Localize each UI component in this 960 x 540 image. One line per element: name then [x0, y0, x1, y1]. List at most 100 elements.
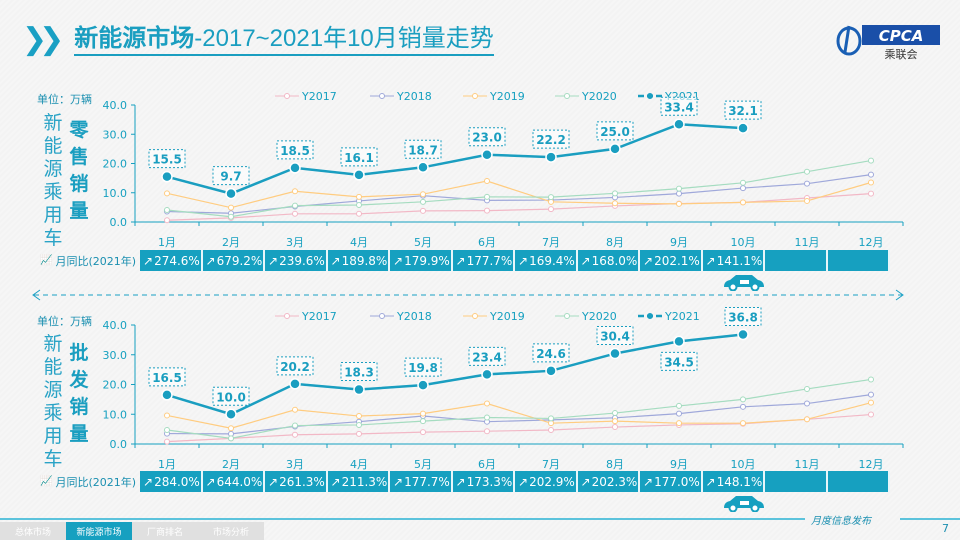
data-point-Y2017	[484, 428, 490, 435]
data-point-Y2018	[804, 400, 810, 407]
data-point-Y2021	[417, 161, 429, 174]
footer-tabs: 总体市场 新能源市场 厂商排名 市场分析	[0, 522, 264, 540]
growth-cell: ↗ 168.0%	[577, 250, 640, 271]
x-tick-label: 6月	[478, 236, 496, 249]
data-point-Y2020	[548, 415, 554, 422]
data-point-Y2017	[292, 431, 298, 438]
data-point-Y2019	[228, 204, 234, 211]
growth-value: 202.3%	[591, 474, 638, 489]
series-line-Y2018	[166, 394, 872, 435]
data-label: 18.5	[280, 144, 310, 158]
data-label-box	[404, 357, 442, 377]
metric-label: 批发销量	[67, 340, 91, 448]
series-line-Y2021	[166, 123, 744, 195]
data-point-Y2020	[740, 396, 746, 403]
y-tick-label: 30.0	[103, 128, 128, 141]
metric-label: 零售销量	[67, 117, 91, 225]
x-tick-label: 8月	[606, 236, 624, 249]
x-tick-label: 12月	[859, 458, 884, 470]
data-label-box	[724, 307, 762, 327]
growth-value: 274.6%	[154, 253, 200, 268]
data-point-Y2021	[737, 328, 749, 341]
trend-up-icon: ↗	[143, 253, 154, 268]
footer-tab[interactable]: 新能源市场	[66, 522, 132, 540]
side-label-char: 源	[43, 379, 63, 401]
data-point-Y2019	[164, 412, 170, 419]
legend-marker	[564, 313, 570, 319]
growth-cell: ↗ 211.3%	[327, 471, 390, 492]
data-point-Y2020	[548, 194, 554, 201]
data-label-box	[596, 326, 634, 346]
side-label-char: 新	[43, 333, 63, 355]
growth-cell: ↗ 202.3%	[577, 471, 640, 492]
metric-label-char: 零	[69, 119, 89, 141]
legend-label: Y2018	[396, 90, 432, 103]
y-tick-label: 10.0	[103, 187, 128, 200]
data-label: 16.5	[152, 371, 182, 385]
growth-cell: ↗ 202.9%	[515, 471, 578, 492]
data-label-box	[212, 386, 250, 406]
growth-cell: ↗ 189.8%	[327, 250, 390, 271]
svg-text:CPCA: CPCA	[879, 27, 924, 45]
data-point-Y2019	[868, 179, 874, 186]
legend-marker	[284, 313, 290, 319]
legend-label: Y2020	[581, 90, 617, 103]
trend-up-icon: ↗	[518, 474, 529, 489]
data-point-Y2021	[225, 187, 237, 200]
data-point-Y2018	[676, 410, 682, 417]
data-point-Y2018	[868, 391, 874, 398]
growth-cell: ↗ 141.1%	[702, 250, 765, 271]
y-tick-label: 30.0	[103, 349, 128, 362]
x-tick-label: 9月	[670, 458, 688, 470]
footer-line	[0, 518, 830, 520]
data-label-box	[660, 96, 698, 116]
metric-label-char: 批	[69, 342, 89, 364]
legend-label: Y2019	[489, 90, 525, 103]
x-tick-label: 8月	[606, 458, 624, 470]
data-point-Y2020	[868, 157, 874, 164]
data-point-Y2021	[609, 347, 621, 360]
y-tick-label: 0.0	[110, 216, 128, 229]
series-line-Y2020	[166, 159, 872, 218]
side-label-char: 乘	[43, 181, 63, 203]
data-label-box	[468, 346, 506, 366]
data-point-Y2017	[356, 430, 362, 437]
data-point-Y2019	[740, 420, 746, 427]
data-point-Y2019	[676, 420, 682, 427]
data-point-Y2019	[164, 190, 170, 197]
data-point-Y2019	[740, 199, 746, 206]
x-tick-label: 3月	[286, 458, 304, 470]
data-label: 25.0	[600, 125, 630, 139]
data-label-box	[212, 166, 250, 186]
footer-tab[interactable]: 市场分析	[198, 522, 264, 540]
data-label: 15.5	[152, 153, 182, 167]
series-line-Y2021	[166, 333, 744, 416]
data-point-Y2017	[420, 429, 426, 436]
growth-value: 211.3%	[341, 474, 388, 489]
data-label: 23.4	[472, 350, 502, 364]
data-point-Y2017	[164, 438, 170, 445]
data-label-box	[596, 121, 634, 141]
data-point-Y2021	[673, 335, 685, 348]
growth-cell: ↗ 284.0%	[140, 471, 203, 492]
data-point-Y2020	[164, 427, 170, 434]
legend-label: Y2018	[396, 310, 432, 323]
data-point-Y2017	[484, 207, 490, 214]
growth-cell	[827, 250, 890, 271]
data-point-Y2019	[868, 399, 874, 406]
growth-cell: ↗ 679.2%	[202, 250, 265, 271]
data-label: 23.0	[472, 131, 502, 145]
side-label-char: 车	[43, 448, 63, 470]
cpca-logo: CPCA 乘联会	[836, 25, 940, 61]
y-tick-label: 40.0	[103, 99, 128, 112]
data-label: 10.0	[216, 390, 246, 404]
footer-tab[interactable]: 厂商排名	[132, 522, 198, 540]
page-title: 新能源市场-2017~2021年10月销量走势	[74, 24, 494, 56]
footer-tab[interactable]: 总体市场	[0, 522, 66, 540]
growth-cell: ↗ 239.6%	[265, 250, 328, 271]
x-tick-label: 12月	[859, 236, 884, 249]
metric-label-char: 售	[69, 146, 89, 168]
growth-label: 📈 月同比(2021年)	[40, 471, 140, 492]
growth-cell: ↗ 202.1%	[640, 250, 703, 271]
data-point-Y2020	[292, 422, 298, 429]
